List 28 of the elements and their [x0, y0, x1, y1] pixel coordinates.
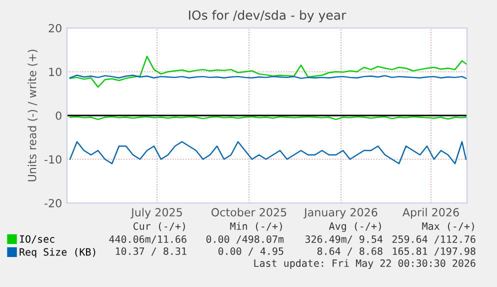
legend-label: Req Size (KB)	[20, 248, 96, 258]
line-series	[69, 141, 467, 164]
y-tick-label: -20	[44, 198, 62, 208]
x-tick-label: July 2025	[130, 208, 182, 219]
y-axis-title: Units read (-) / write (+)	[28, 50, 38, 182]
text: Min (-/+)	[230, 222, 282, 232]
y-tick-label: -10	[44, 155, 62, 164]
chart-title: IOs for /dev/sda - by year	[189, 10, 346, 22]
text: 0.00 /498.07m	[206, 235, 284, 244]
x-tick-label: October 2025	[211, 208, 286, 216]
y-tick-label: 10	[49, 68, 62, 76]
text: 10.37 / 8.31	[116, 247, 186, 256]
text: 259.64 /112.76	[392, 235, 476, 244]
text: 326.49m/ 9.54	[305, 235, 383, 244]
text: 440.06m/11.66	[109, 235, 186, 244]
text: Max (-/+)	[422, 222, 474, 232]
text: Avg (-/+)	[329, 222, 381, 232]
text: Last update: Fri May 22 00:30:30 2026	[254, 259, 476, 269]
text: 8.64 / 8.68	[317, 247, 382, 256]
legend-label: IO/sec	[20, 235, 54, 244]
y-tick-label: 20	[48, 24, 62, 32]
line-series	[69, 56, 467, 88]
text: 0.00 / 4.95	[218, 247, 284, 256]
y-tick-label: 0	[56, 111, 62, 120]
x-tick-label: April 2026	[402, 208, 459, 219]
text: Cur (-/+)	[133, 222, 185, 232]
x-tick-label: January 2026	[303, 208, 378, 219]
text: 165.81 /197.98	[392, 247, 476, 256]
